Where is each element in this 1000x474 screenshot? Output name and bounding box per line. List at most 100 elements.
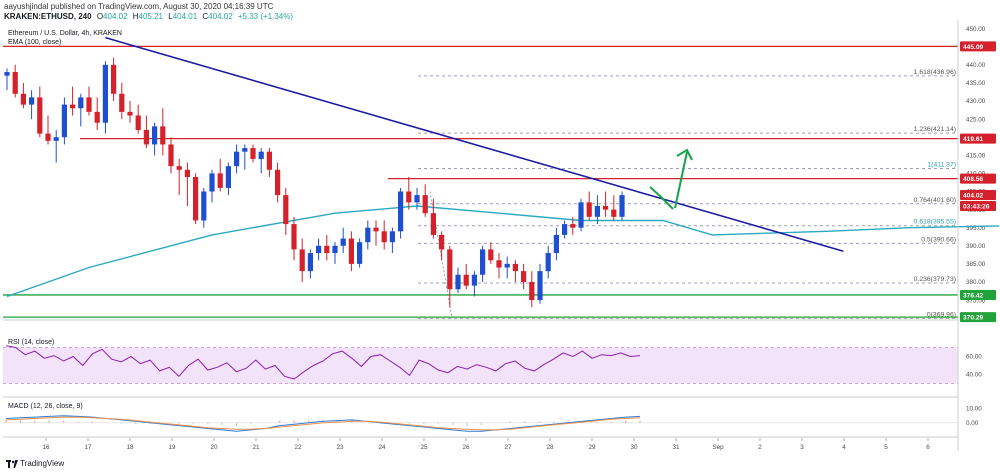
close-value: 404.02: [208, 12, 233, 21]
low-label: L: [168, 12, 173, 21]
candle-body: [53, 137, 59, 141]
candle-body: [406, 191, 412, 203]
candle-body: [70, 104, 76, 109]
candle-body: [496, 260, 502, 268]
candle-body: [455, 274, 461, 290]
candle-body: [275, 169, 281, 196]
resistance-price-tag-text: 419.61: [963, 136, 984, 143]
candle-body: [463, 274, 469, 286]
macd-tick-label: 0.00: [966, 420, 979, 427]
price-pane: 450.00445.00440.00435.00430.00425.00420.…: [3, 26, 1000, 323]
time-tick-label: 6: [926, 444, 930, 451]
candle-body: [439, 234, 445, 250]
brand-name: TradingView: [20, 459, 65, 468]
time-tick-label: 23: [336, 444, 344, 451]
tradingview-logo-icon: [6, 459, 18, 468]
candle-body: [193, 177, 199, 221]
candle-body: [373, 227, 379, 232]
ema-100-line: [6, 205, 1000, 298]
price-tick-label: 395.00: [966, 225, 986, 232]
fib-level-label: 1.618(436.96): [914, 69, 956, 76]
rsi-tick-label: 40.00: [966, 372, 982, 379]
last-price-tag-text: 404.02: [963, 192, 984, 199]
candle-body: [160, 126, 166, 145]
candle-body: [594, 205, 600, 217]
time-tick-label: 18: [126, 444, 134, 451]
macd-pane: 10.00 0.00: [3, 406, 982, 432]
low-value: 404.01: [172, 12, 198, 21]
price-tick-label: 425.00: [966, 116, 986, 123]
fib-level-label: 0.5(390.66): [921, 236, 956, 243]
fib-level-label: 1.236(421.14): [914, 126, 956, 133]
fib-level-label: 0.236(379.73): [914, 276, 956, 283]
candle-body: [332, 245, 338, 254]
countdown-tag: [960, 201, 996, 212]
candle-body: [37, 97, 43, 134]
candle-body: [316, 245, 322, 254]
resistance-price-tag: [960, 41, 996, 52]
candle-body: [603, 205, 609, 210]
price-tick-label: 390.00: [966, 243, 986, 250]
candle-body: [562, 224, 568, 235]
candle-body: [176, 166, 182, 170]
candle-body: [545, 253, 551, 272]
footer-branding: TradingView: [6, 459, 64, 468]
publish-info: aayushjindal published on TradingView.co…: [4, 2, 274, 11]
candle-body: [127, 111, 133, 116]
fib-level-label: 1(411.37): [927, 161, 956, 168]
time-tick-label: 30: [630, 444, 638, 451]
bearish-trendline: [105, 36, 844, 252]
time-tick-label: 2: [758, 444, 762, 451]
countdown-tag-text: 03:43:26: [963, 203, 990, 210]
candle-body: [365, 227, 371, 243]
time-tick-label: 24: [378, 444, 386, 451]
candle-body: [61, 104, 67, 138]
high-label: H: [132, 12, 139, 21]
price-tick-label: 415.00: [966, 153, 986, 160]
candle-body: [398, 191, 404, 232]
resistance-price-tag: [960, 133, 996, 144]
support-price-tag-text: 370.29: [963, 315, 984, 322]
support-price-tag: [960, 289, 996, 300]
time-tick-label: 27: [504, 444, 512, 451]
candle-body: [422, 195, 428, 214]
candle-body: [29, 97, 35, 105]
ema-legend: EMA (100, close): [8, 39, 61, 46]
time-tick-label: 16: [42, 444, 50, 451]
candle-body: [553, 234, 559, 254]
candle-body: [586, 202, 592, 217]
candle-body: [152, 126, 158, 145]
candle-body: [504, 263, 510, 268]
candle-body: [414, 195, 420, 203]
candle-body: [242, 148, 248, 152]
price-tick-label: 375.00: [966, 297, 986, 304]
projection-arrow-shaft: [674, 151, 688, 209]
candle-body: [537, 271, 543, 301]
candle-body: [480, 249, 486, 275]
rsi-pane: 60.00 40.00: [3, 345, 982, 384]
candle-body: [291, 224, 297, 250]
macd-tick-label: 10.00: [966, 406, 982, 413]
projection-arrow-head: [676, 148, 693, 161]
time-tick-label: 3: [800, 444, 804, 451]
candle-body: [45, 133, 51, 141]
ohlc-header: KRAKEN:ETHUSD, 240 O404.02 H405.21 L404.…: [4, 12, 293, 21]
resistance-price-tag-text: 408.56: [963, 176, 984, 183]
signal-line: [5, 416, 641, 431]
rsi-legend: RSI (14, close): [8, 339, 54, 346]
candle-body: [86, 97, 92, 112]
last-price-tag: [960, 190, 996, 201]
candle-body: [119, 93, 125, 112]
time-tick-label: 17: [84, 444, 92, 451]
candle-body: [111, 64, 117, 94]
candle-body: [578, 202, 584, 228]
candle-body: [78, 97, 84, 109]
time-axis: 16 17 18 19 20 21 22 23 24 25 26 27 28 29 30 31 Sep 2 3 4 5 6: [3, 20, 959, 451]
candle-body: [217, 173, 223, 188]
candle-body: [340, 238, 346, 246]
candle-body: [201, 191, 207, 221]
candle-body: [94, 111, 100, 123]
support-price-tag: [960, 312, 996, 323]
time-tick-label: 5: [884, 444, 888, 451]
candle-body: [283, 195, 289, 225]
